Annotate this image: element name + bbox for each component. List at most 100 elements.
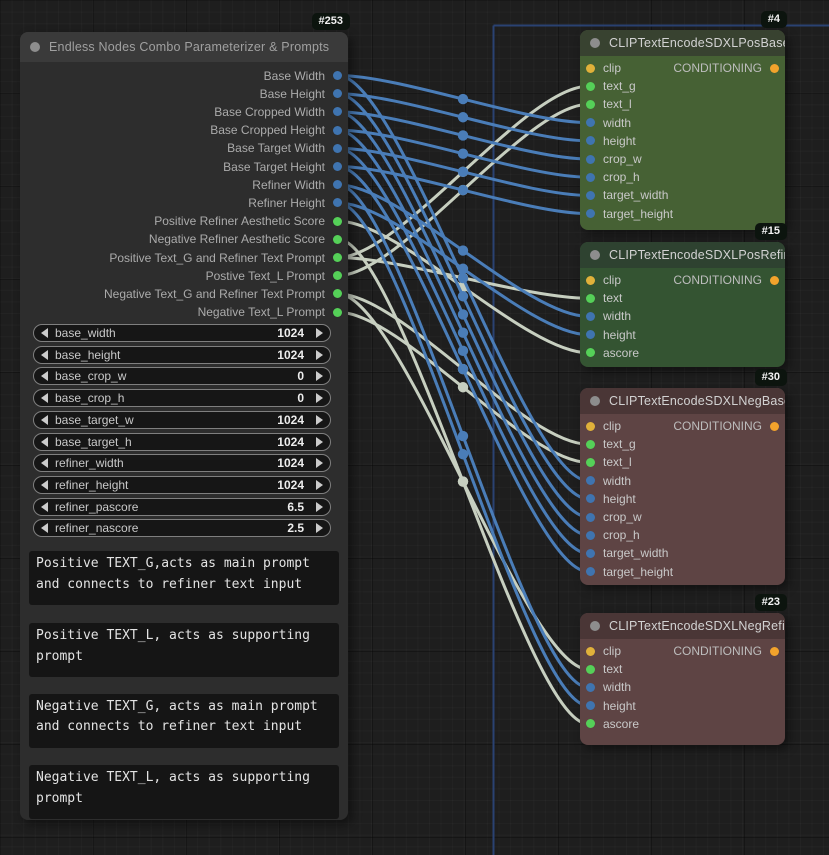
prompt-textarea-2[interactable]: Negative TEXT_G, acts as main prompt and… bbox=[29, 693, 339, 748]
input-port-crop_h[interactable]: crop_h bbox=[586, 526, 640, 544]
input-port-target_height[interactable]: target_height bbox=[586, 563, 673, 581]
output-port-dot[interactable] bbox=[333, 180, 342, 190]
input-port-width[interactable]: width bbox=[586, 307, 631, 325]
link-midpoint-dot[interactable] bbox=[457, 382, 469, 393]
node-n15[interactable]: #15 CLIPTextEncodeSDXLPosRefiner clip text w… bbox=[580, 223, 787, 367]
decrement-arrow-icon[interactable] bbox=[41, 501, 48, 512]
output-port-negative-text-g-and-refiner-text-prompt[interactable]: Negative Text_G and Refiner Text Prompt bbox=[104, 285, 342, 303]
decrement-arrow-icon[interactable] bbox=[41, 349, 48, 360]
input-port-dot[interactable] bbox=[586, 664, 595, 674]
output-port-dot[interactable] bbox=[333, 71, 342, 80]
input-port-dot[interactable] bbox=[586, 275, 595, 285]
output-port-positive-text-g-and-refiner-text-prompt[interactable]: Positive Text_G and Refiner Text Prompt bbox=[109, 249, 342, 267]
output-port-dot[interactable] bbox=[333, 289, 342, 299]
output-port-dot[interactable] bbox=[333, 143, 342, 153]
decrement-arrow-icon[interactable] bbox=[41, 393, 48, 404]
link-midpoint-dot[interactable] bbox=[457, 345, 469, 357]
decrement-arrow-icon[interactable] bbox=[41, 436, 48, 447]
node-title-bar[interactable]: CLIPTextEncodeSDXLPosBase bbox=[580, 30, 785, 56]
output-port-dot[interactable] bbox=[770, 421, 779, 431]
output-port-refiner-width[interactable]: Refiner Width bbox=[252, 176, 342, 194]
input-port-crop_w[interactable]: crop_w bbox=[586, 508, 642, 526]
prompt-textarea-1[interactable]: Positive TEXT_L, acts as supporting prom… bbox=[29, 623, 339, 677]
output-port-refiner-height[interactable]: Refiner Height bbox=[248, 194, 342, 212]
input-port-text_l[interactable]: text_l bbox=[586, 95, 632, 113]
input-port-text_g[interactable]: text_g bbox=[586, 435, 636, 453]
prompt-textarea-0[interactable]: Positive TEXT_G,acts as main prompt and … bbox=[29, 551, 339, 605]
input-port-ascore[interactable]: ascore bbox=[586, 715, 639, 733]
input-port-dot[interactable] bbox=[586, 293, 595, 303]
output-port-dot[interactable] bbox=[333, 271, 342, 281]
output-port-conditioning[interactable]: CONDITIONING bbox=[673, 59, 779, 77]
widget-base_width[interactable]: base_width 1024 bbox=[33, 324, 331, 342]
widget-refiner_pascore[interactable]: refiner_pascore 6.5 bbox=[33, 497, 331, 516]
input-port-clip[interactable]: clip bbox=[586, 59, 621, 77]
node-n4[interactable]: #4 CLIPTextEncodeSDXLPosBase clip text_g tex… bbox=[580, 11, 787, 230]
link-midpoint-dot[interactable] bbox=[457, 245, 469, 256]
increment-arrow-icon[interactable] bbox=[316, 393, 323, 404]
increment-arrow-icon[interactable] bbox=[316, 328, 323, 338]
output-port-base-width[interactable]: Base Width bbox=[264, 67, 342, 85]
node-title-bar[interactable]: CLIPTextEncodeSDXLNegRefiner bbox=[580, 613, 785, 639]
input-port-crop_w[interactable]: crop_w bbox=[586, 150, 642, 168]
input-port-text_g[interactable]: text_g bbox=[586, 77, 636, 95]
input-port-dot[interactable] bbox=[586, 311, 595, 321]
input-port-ascore[interactable]: ascore bbox=[586, 344, 639, 362]
decrement-arrow-icon[interactable] bbox=[41, 479, 48, 490]
widget-base_height[interactable]: base_height 1024 bbox=[33, 345, 331, 364]
input-port-dot[interactable] bbox=[586, 136, 595, 146]
input-port-dot[interactable] bbox=[586, 646, 595, 656]
input-port-text[interactable]: text bbox=[586, 289, 622, 307]
node-n30[interactable]: #30 CLIPTextEncodeSDXLNegBase clip text_g te… bbox=[580, 369, 787, 585]
output-port-negative-text-l-prompt[interactable]: Negative Text_L Prompt bbox=[198, 303, 342, 321]
output-port-base-height[interactable]: Base Height bbox=[260, 85, 342, 103]
link-midpoint-dot[interactable] bbox=[457, 309, 469, 320]
input-port-dot[interactable] bbox=[586, 209, 595, 219]
input-port-target_width[interactable]: target_width bbox=[586, 544, 668, 562]
link-midpoint-dot[interactable] bbox=[457, 476, 469, 487]
input-port-height[interactable]: height bbox=[586, 132, 636, 150]
output-port-dot[interactable] bbox=[333, 107, 342, 117]
input-port-dot[interactable] bbox=[586, 81, 595, 91]
input-port-text[interactable]: text bbox=[586, 660, 622, 678]
increment-arrow-icon[interactable] bbox=[316, 479, 323, 490]
input-port-clip[interactable]: clip bbox=[586, 271, 621, 289]
node-title-bar[interactable]: Endless Nodes Combo Parameterizer & Prom… bbox=[20, 32, 348, 62]
input-port-dot[interactable] bbox=[586, 457, 595, 467]
input-port-dot[interactable] bbox=[586, 719, 595, 729]
link-midpoint-dot[interactable] bbox=[457, 166, 469, 178]
prompt-textarea-3[interactable]: Negative TEXT_L, acts as supporting prom… bbox=[29, 765, 339, 819]
input-port-dot[interactable] bbox=[586, 118, 595, 128]
input-port-clip[interactable]: clip bbox=[586, 417, 621, 435]
input-port-dot[interactable] bbox=[586, 154, 595, 164]
link-midpoint-dot[interactable] bbox=[457, 430, 469, 442]
node-title-bar[interactable]: CLIPTextEncodeSDXLNegBase bbox=[580, 388, 785, 414]
input-port-text_l[interactable]: text_l bbox=[586, 453, 632, 471]
output-port-dot[interactable] bbox=[333, 125, 342, 135]
input-port-dot[interactable] bbox=[586, 99, 595, 109]
node-param[interactable]: #253 Endless Nodes Combo Parameterizer & … bbox=[20, 13, 350, 820]
input-port-target_height[interactable]: target_height bbox=[586, 205, 673, 223]
input-port-dot[interactable] bbox=[586, 567, 595, 577]
decrement-arrow-icon[interactable] bbox=[41, 458, 48, 469]
widget-base_crop_w[interactable]: base_crop_w 0 bbox=[33, 367, 331, 386]
decrement-arrow-icon[interactable] bbox=[41, 328, 48, 338]
link-midpoint-dot[interactable] bbox=[457, 327, 469, 338]
input-port-dot[interactable] bbox=[586, 530, 595, 540]
input-port-dot[interactable] bbox=[586, 330, 595, 340]
output-port-postive-text-l-prompt[interactable]: Postive Text_L Prompt bbox=[206, 267, 342, 285]
link-midpoint-dot[interactable] bbox=[457, 112, 469, 123]
input-port-dot[interactable] bbox=[586, 476, 595, 486]
widget-refiner_height[interactable]: refiner_height 1024 bbox=[33, 475, 331, 494]
output-port-dot[interactable] bbox=[770, 63, 779, 73]
widget-base_target_h[interactable]: base_target_h 1024 bbox=[33, 432, 331, 451]
input-port-crop_h[interactable]: crop_h bbox=[586, 168, 640, 186]
input-port-height[interactable]: height bbox=[586, 326, 636, 344]
input-port-dot[interactable] bbox=[586, 439, 595, 449]
output-port-base-target-height[interactable]: Base Target Height bbox=[223, 158, 342, 176]
output-port-base-cropped-width[interactable]: Base Cropped Width bbox=[214, 103, 342, 121]
node-title-bar[interactable]: CLIPTextEncodeSDXLPosRefiner bbox=[580, 242, 785, 268]
input-port-width[interactable]: width bbox=[586, 678, 631, 696]
output-port-dot[interactable] bbox=[333, 216, 342, 226]
